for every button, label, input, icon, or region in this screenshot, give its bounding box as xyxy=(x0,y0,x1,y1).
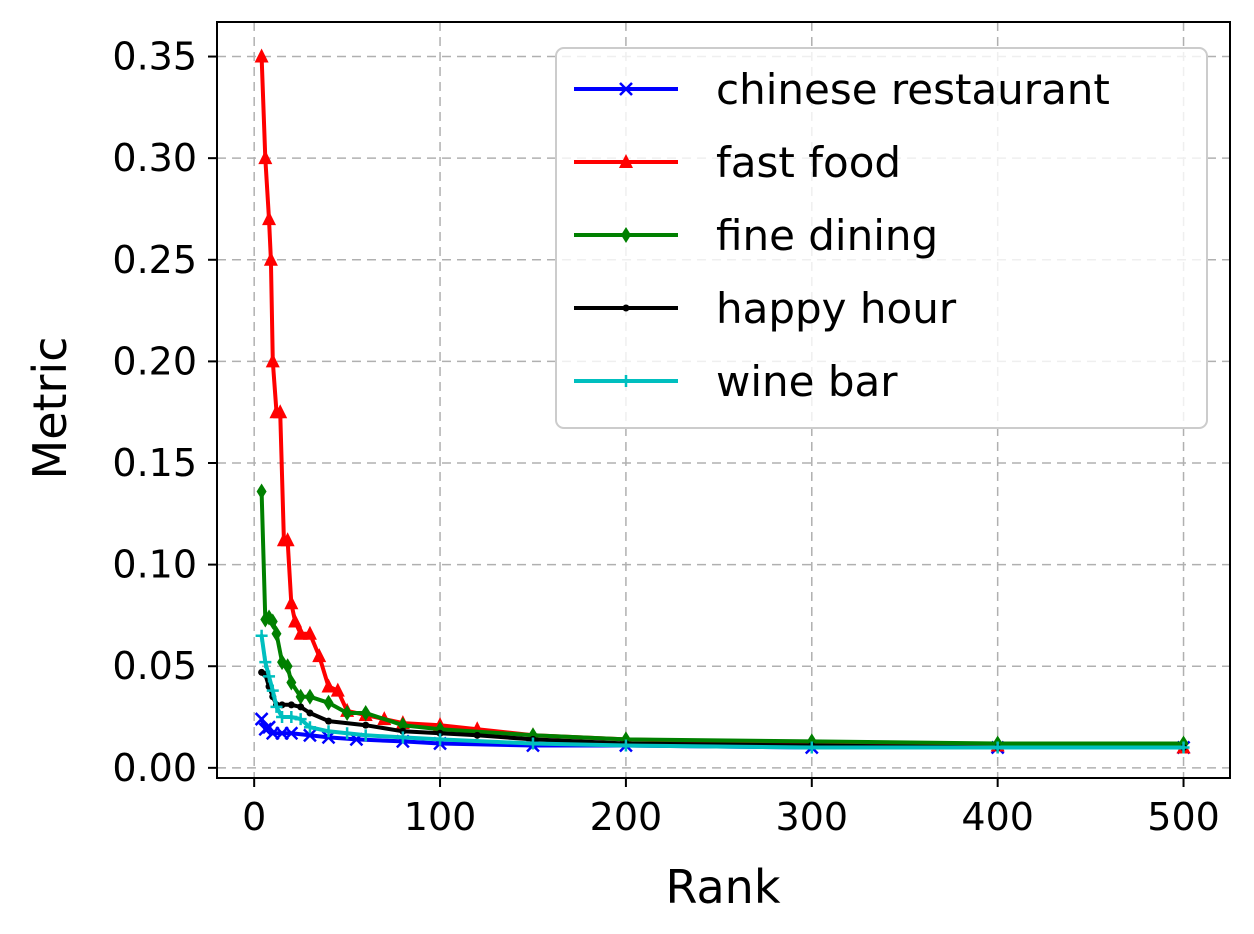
data-point xyxy=(302,625,317,640)
y-tick-label: 0.35 xyxy=(112,35,197,79)
data-point xyxy=(322,725,335,738)
data-point xyxy=(263,670,276,683)
legend: chinese restaurant fast food fine dining ha… xyxy=(555,47,1208,429)
series-wine-bar xyxy=(255,629,1190,754)
data-point xyxy=(526,737,539,750)
x-axis-ticks: 0 100 200 300 400 500 xyxy=(242,778,1220,839)
data-point xyxy=(325,717,333,725)
data-point xyxy=(262,211,277,226)
data-point xyxy=(270,700,283,713)
legend-entry: chinese restaurant xyxy=(574,65,1110,114)
data-point xyxy=(304,688,315,705)
data-point xyxy=(295,688,306,705)
data-point xyxy=(473,731,481,739)
data-point xyxy=(284,726,299,741)
data-point xyxy=(330,682,345,697)
legend-entry: fast food xyxy=(574,138,901,187)
legend-marker xyxy=(619,154,633,168)
data-point xyxy=(359,729,372,742)
data-point xyxy=(306,709,314,717)
data-point xyxy=(262,720,276,735)
y-tick-label: 0.20 xyxy=(112,339,197,383)
legend-label: chinese restaurant xyxy=(716,65,1110,114)
legend-marker xyxy=(622,304,630,312)
data-point xyxy=(285,711,298,724)
data-point xyxy=(436,729,444,737)
data-point xyxy=(284,595,299,610)
data-point xyxy=(271,625,282,642)
data-point xyxy=(362,721,370,729)
legend-entry: wine bar xyxy=(574,357,898,406)
legend-marker xyxy=(619,82,633,96)
legend-label: fine dining xyxy=(716,211,938,260)
data-point xyxy=(360,704,371,721)
data-point xyxy=(282,658,293,675)
data-point xyxy=(294,713,307,726)
y-tick-label: 0.25 xyxy=(112,238,197,282)
legend-box xyxy=(555,47,1208,429)
data-point xyxy=(805,741,818,754)
y-tick-label: 0.10 xyxy=(112,543,197,587)
data-point xyxy=(259,656,272,669)
data-point xyxy=(434,733,447,746)
data-point xyxy=(1177,741,1190,754)
y-tick-label: 0.00 xyxy=(112,746,197,790)
data-point xyxy=(341,727,354,740)
series-fine-dining xyxy=(256,483,1189,752)
plot-frame xyxy=(216,21,1231,779)
y-tick-label: 0.15 xyxy=(112,441,197,485)
legend-entry: fine dining xyxy=(574,211,938,260)
data-point xyxy=(312,648,327,663)
data-point xyxy=(265,353,280,368)
legend-marker xyxy=(620,375,632,387)
legend-entry: happy hour xyxy=(574,284,957,333)
data-point xyxy=(293,625,308,640)
x-tick-label: 0 xyxy=(242,795,266,839)
data-point xyxy=(286,674,297,691)
y-tick-label: 0.30 xyxy=(112,136,197,180)
data-point xyxy=(342,704,353,721)
data-point xyxy=(280,532,295,547)
y-axis-ticks: 0.00 0.05 0.10 0.15 0.20 0.25 0.30 0.35 xyxy=(112,35,217,790)
data-point xyxy=(288,613,303,628)
x-tick-label: 200 xyxy=(590,795,663,839)
legend-marker xyxy=(621,227,631,243)
x-tick-label: 400 xyxy=(961,795,1034,839)
data-point xyxy=(396,731,409,744)
legend-label: fast food xyxy=(716,138,901,187)
series-lines xyxy=(254,48,1191,755)
data-point xyxy=(254,48,269,63)
data-point xyxy=(273,404,288,419)
legend-label: happy hour xyxy=(716,284,957,333)
data-point xyxy=(991,741,1004,754)
data-point xyxy=(399,727,407,735)
x-axis-label: Rank xyxy=(666,860,781,914)
data-point xyxy=(303,721,316,734)
data-point xyxy=(619,739,632,752)
data-point xyxy=(256,483,267,500)
x-tick-label: 500 xyxy=(1147,795,1220,839)
legend-label: wine bar xyxy=(716,357,898,406)
data-point xyxy=(287,701,295,709)
data-point xyxy=(266,684,279,697)
x-tick-label: 100 xyxy=(404,795,477,839)
data-point xyxy=(258,150,273,165)
data-point xyxy=(255,629,268,642)
y-axis-label: Metric xyxy=(23,336,77,479)
data-point xyxy=(297,703,305,711)
data-point xyxy=(263,251,278,266)
y-tick-label: 0.05 xyxy=(112,644,197,688)
data-point xyxy=(323,694,334,711)
data-point xyxy=(267,613,278,630)
data-point xyxy=(303,728,317,743)
x-tick-label: 300 xyxy=(776,795,849,839)
data-point xyxy=(321,678,336,693)
